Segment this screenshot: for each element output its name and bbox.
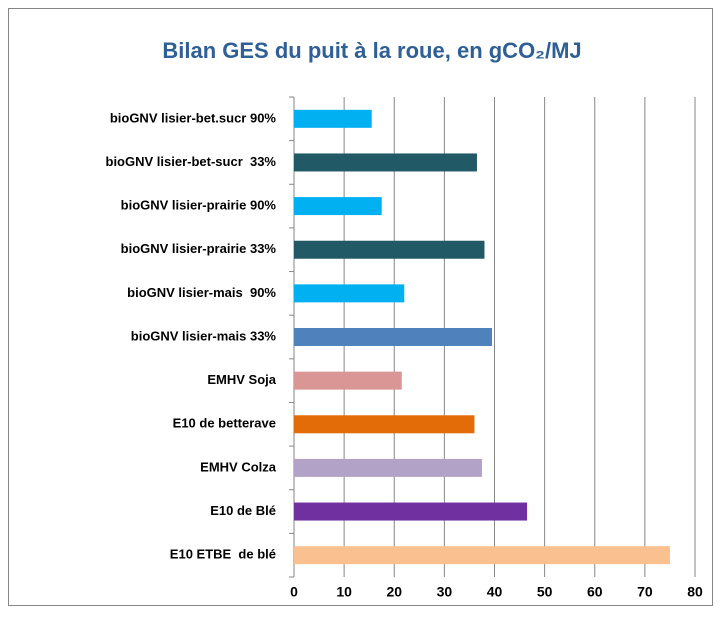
x-tick-label: 80 <box>687 584 703 600</box>
y-tick-label: bioGNV lisier-bet.sucr 90% <box>110 110 277 125</box>
bar <box>294 371 402 390</box>
bar <box>294 502 528 521</box>
y-tick-label: bioGNV lisier-mais 90% <box>127 285 276 300</box>
x-tick-label: 10 <box>336 584 352 600</box>
x-tick-label: 0 <box>290 584 298 600</box>
bar <box>294 458 482 477</box>
bar <box>294 109 372 128</box>
bar <box>294 153 477 172</box>
bar <box>294 415 475 434</box>
y-tick-label: bioGNV lisier-prairie 90% <box>121 198 277 213</box>
y-tick-label: bioGNV lisier-mais 33% <box>131 328 277 343</box>
x-tick-label: 30 <box>437 584 453 600</box>
bar <box>294 284 405 303</box>
chart-title: Bilan GES du puit à la roue, en gCO₂/MJ <box>162 38 581 63</box>
x-tick-label: 60 <box>587 584 603 600</box>
x-tick-label: 20 <box>386 584 402 600</box>
y-tick-label: bioGNV lisier-prairie 33% <box>121 241 277 256</box>
bar <box>294 197 382 216</box>
bar <box>294 240 485 259</box>
x-tick-label: 50 <box>537 584 553 600</box>
y-tick-label: EMHV Soja <box>207 372 276 387</box>
x-tick-label: 40 <box>487 584 503 600</box>
bar <box>294 546 670 565</box>
y-tick-label: bioGNV lisier-bet-sucr 33% <box>106 154 277 169</box>
y-tick-label: E10 ETBE de blé <box>170 547 276 562</box>
y-tick-label: EMHV Colza <box>200 459 277 474</box>
x-tick-label: 70 <box>637 584 653 600</box>
y-tick-label: E10 de Blé <box>210 503 276 518</box>
bar <box>294 328 492 346</box>
y-tick-label: E10 de betterave <box>173 416 276 431</box>
